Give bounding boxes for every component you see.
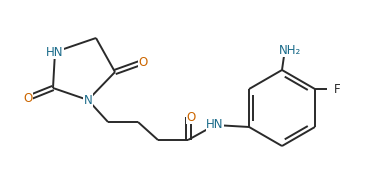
- Text: HN: HN: [206, 118, 224, 132]
- Text: O: O: [138, 55, 147, 69]
- Text: HN: HN: [46, 45, 64, 59]
- Text: NH₂: NH₂: [279, 43, 301, 57]
- Text: F: F: [334, 83, 340, 96]
- Text: N: N: [83, 93, 92, 107]
- Text: O: O: [186, 110, 195, 124]
- Text: O: O: [23, 91, 33, 105]
